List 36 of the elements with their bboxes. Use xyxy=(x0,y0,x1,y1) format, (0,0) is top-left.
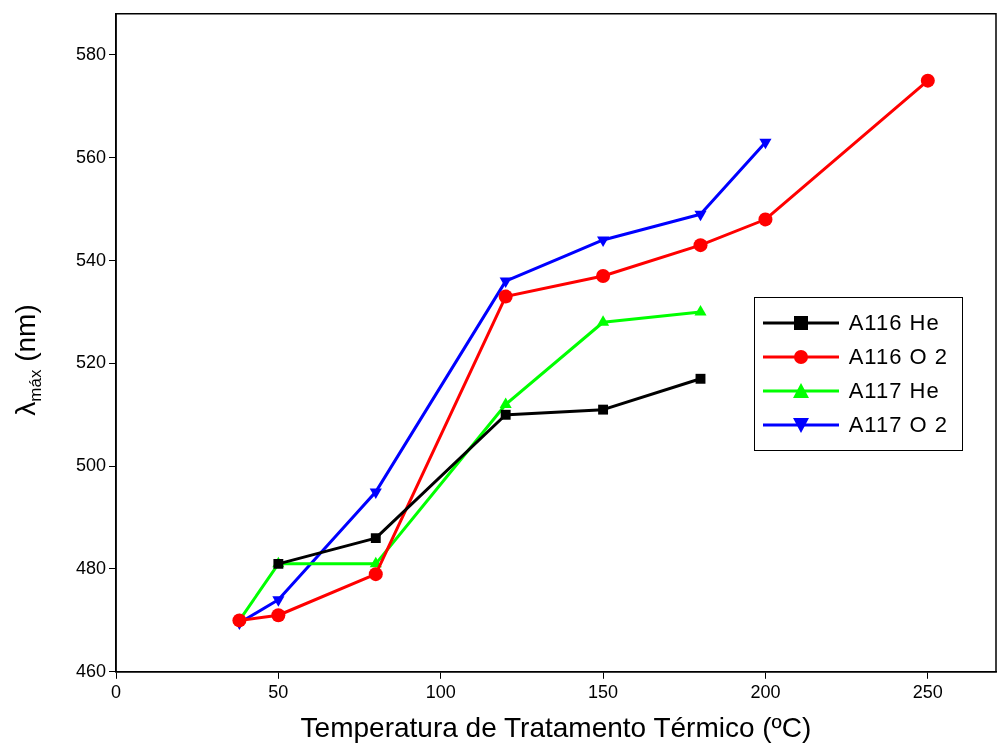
point xyxy=(758,212,773,227)
y-tick-label: 580 xyxy=(75,43,106,64)
point xyxy=(368,567,383,582)
legend-label: A117 O 2 xyxy=(848,412,948,438)
y-tick-label: 540 xyxy=(75,249,106,270)
y-tick-label: 560 xyxy=(75,146,106,167)
point xyxy=(596,268,611,283)
legend-label: A116 O 2 xyxy=(848,344,948,370)
x-tick-label: 250 xyxy=(912,681,943,702)
y-tick-label: 520 xyxy=(75,352,106,373)
y-tick-label: 500 xyxy=(75,455,106,476)
point xyxy=(693,238,708,253)
y-tick-label: 460 xyxy=(75,660,106,681)
point xyxy=(598,404,609,415)
point xyxy=(597,236,610,247)
y-tick-label: 480 xyxy=(75,557,106,578)
point xyxy=(232,613,247,628)
point xyxy=(271,608,286,623)
x-tick-label: 50 xyxy=(268,681,289,702)
point xyxy=(369,488,382,499)
point xyxy=(272,596,285,607)
x-tick-label: 0 xyxy=(110,681,122,702)
point xyxy=(498,289,513,304)
x-tick-label: 100 xyxy=(425,681,456,702)
point xyxy=(759,138,772,150)
point xyxy=(694,210,707,222)
point xyxy=(695,373,706,384)
point xyxy=(499,277,512,289)
point xyxy=(920,73,935,88)
legend-label: A117 He xyxy=(848,378,940,404)
point xyxy=(370,533,381,544)
x-tick-label: 200 xyxy=(750,681,781,702)
x-axis-title: Temperatura de Tratamento Térmico (ºC) xyxy=(300,711,812,743)
point xyxy=(500,409,511,420)
legend-label: A116 He xyxy=(848,310,940,336)
x-tick-label: 150 xyxy=(588,681,619,702)
